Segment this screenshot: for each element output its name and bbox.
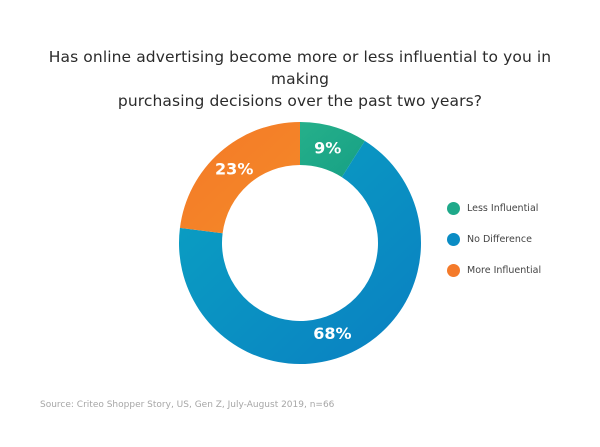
source-note: Source: Criteo Shopper Story, US, Gen Z,…	[40, 400, 335, 410]
legend-item-no-difference: No Difference	[447, 229, 541, 249]
legend-swatch-less-influential	[447, 201, 460, 215]
legend-item-more-influential: More Influential	[447, 260, 541, 280]
donut-slice-less-influential	[300, 122, 365, 178]
chart-title-line-1: Has online advertising become more or le…	[48, 48, 552, 88]
slice-label-more-influential: 23%	[215, 159, 253, 178]
donut-slice-more-influential	[179, 122, 300, 234]
slice-label-no-difference: 68%	[313, 324, 351, 343]
slice-label-less-influential: 9%	[314, 138, 341, 157]
legend: Less Influential No Difference More Infl…	[447, 198, 541, 291]
donut-slice-no-difference	[178, 140, 421, 365]
legend-label-more-influential: More Influential	[467, 264, 542, 276]
legend-label-less-influential: Less Influential	[467, 202, 539, 214]
chart-title-line-2: purchasing decisions over the past two y…	[117, 92, 483, 110]
chart-title: Has online advertising become more or le…	[20, 46, 580, 112]
legend-swatch-more-influential	[447, 263, 460, 277]
legend-label-no-difference: No Difference	[467, 233, 532, 245]
legend-item-less-influential: Less Influential	[447, 198, 541, 218]
legend-swatch-no-difference	[447, 232, 460, 246]
